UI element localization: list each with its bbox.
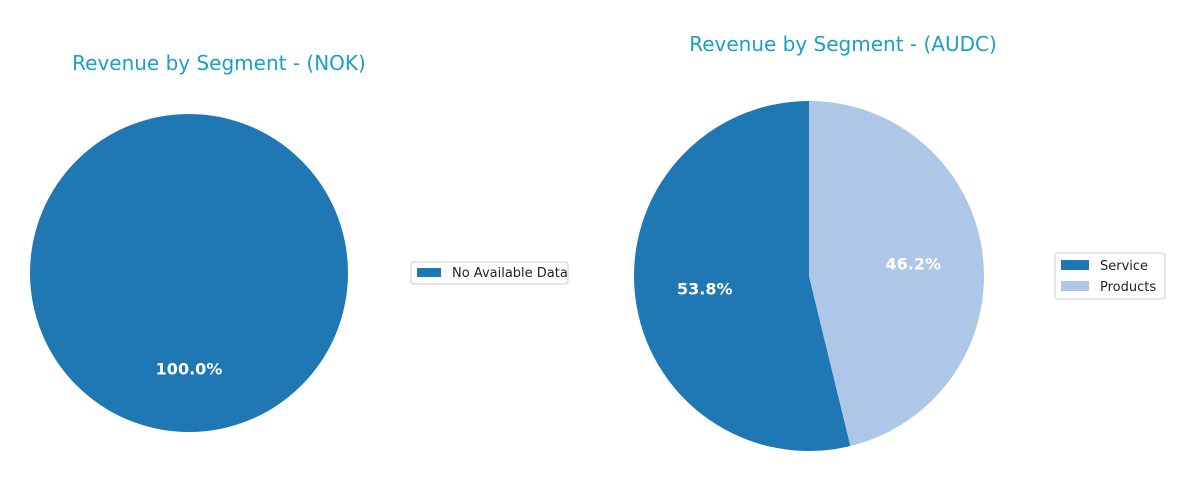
chart-title-nok: Revenue by Segment - (NOK)	[72, 51, 366, 75]
pct-label-service: 53.8%	[677, 280, 733, 299]
legend-audc: Service Products	[1054, 252, 1166, 300]
pct-label-products: 46.2%	[885, 254, 941, 273]
legend-label-service: Service	[1100, 259, 1148, 274]
legend-label-products: Products	[1100, 280, 1156, 295]
pie-slice-service	[633, 100, 851, 451]
legend-swatch-service	[1061, 260, 1089, 270]
pct-label-no-available-data: 100.0%	[156, 359, 223, 378]
legend-label-no-data: No Available Data	[452, 266, 568, 281]
chart-title-audc: Revenue by Segment - (AUDC)	[689, 32, 997, 56]
legend-nok: No Available Data	[410, 261, 569, 285]
pie-slice-products	[809, 100, 984, 447]
legend-swatch-products	[1061, 281, 1089, 291]
pie-nok: 100.0%	[30, 114, 348, 432]
pie-slice-no-available-data	[30, 114, 348, 432]
pie-audc: 53.8% 46.2%	[633, 100, 984, 451]
legend-swatch-no-data	[417, 268, 441, 277]
